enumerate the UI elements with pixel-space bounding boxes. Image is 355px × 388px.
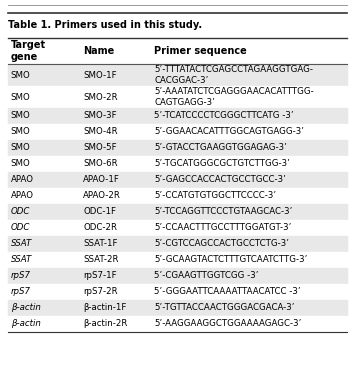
Text: 5’-GGGAATTCAAAATTAACATCC -3’: 5’-GGGAATTCAAAATTAACATCC -3’ [154,288,301,296]
Text: 5’-CCATGTGTGGCTTCCCC-3’: 5’-CCATGTGTGGCTTCCCC-3’ [154,192,277,201]
Text: 5’-GCAAGTACTCTTTGTCAATCTTG-3’: 5’-GCAAGTACTCTTTGTCAATCTTG-3’ [154,256,308,265]
Bar [8,86,347,108]
Bar [8,236,347,252]
Text: SMO: SMO [11,128,31,137]
Text: 5’-TGTTACCAACTGGGACGACA-3’: 5’-TGTTACCAACTGGGACGACA-3’ [154,303,295,312]
Bar [8,140,347,156]
Bar [8,124,347,140]
Bar [8,300,347,316]
Bar [8,172,347,188]
Text: ODC-1F: ODC-1F [83,208,116,217]
Text: SMO-1F: SMO-1F [83,71,117,80]
Text: SMO-6R: SMO-6R [83,159,118,168]
Text: APAO: APAO [11,175,34,185]
Text: APAO-1F: APAO-1F [83,175,120,185]
Text: 5’-CGTCCAGCCACTGCCTCTG-3’: 5’-CGTCCAGCCACTGCCTCTG-3’ [154,239,289,248]
Bar [8,316,347,332]
Text: SSAT: SSAT [11,256,32,265]
Text: rpS7: rpS7 [11,272,31,281]
Text: SMO-3F: SMO-3F [83,111,117,121]
Text: SMO: SMO [11,71,31,80]
Text: APAO-2R: APAO-2R [83,192,121,201]
Text: SSAT-2R: SSAT-2R [83,256,119,265]
Bar [8,64,347,86]
Text: 5’-TCATCCCCTCGGGCTTCATG -3’: 5’-TCATCCCCTCGGGCTTCATG -3’ [154,111,294,121]
Text: rpS7-1F: rpS7-1F [83,272,117,281]
Text: CACGGAC-3’: CACGGAC-3’ [154,76,209,85]
Text: 5’-GTACCTGAAGGTGGAGAG-3’: 5’-GTACCTGAAGGTGGAGAG-3’ [154,144,287,152]
Text: rpS7: rpS7 [11,288,31,296]
Text: ODC: ODC [11,223,30,232]
Text: SMO: SMO [11,159,31,168]
Text: β-actin-2R: β-actin-2R [83,319,128,329]
Text: 5’-GGAACACATTTGGCAGTGAGG-3’: 5’-GGAACACATTTGGCAGTGAGG-3’ [154,128,305,137]
Text: ODC: ODC [11,208,30,217]
Text: SMO: SMO [11,144,31,152]
Text: Target
gene: Target gene [11,40,46,62]
Bar [8,156,347,172]
Text: Primer sequence: Primer sequence [154,46,247,56]
Text: 5’-TTTATACTCGAGCCTAGAAGGTGAG-: 5’-TTTATACTCGAGCCTAGAAGGTGAG- [154,64,313,74]
Text: 5’-GAGCCACCACTGCCTGCC-3’: 5’-GAGCCACCACTGCCTGCC-3’ [154,175,286,185]
Text: SMO-5F: SMO-5F [83,144,117,152]
Text: APAO: APAO [11,192,34,201]
Bar [8,188,347,204]
Text: Name: Name [83,46,115,56]
Text: CAGTGAGG-3’: CAGTGAGG-3’ [154,99,215,107]
Text: 5’-AAATATCTCGAGGGAACACATTTGG-: 5’-AAATATCTCGAGGGAACACATTTGG- [154,87,314,95]
Bar [8,284,347,300]
Text: Table 1. Primers used in this study.: Table 1. Primers used in this study. [8,20,202,30]
Text: SSAT: SSAT [11,239,32,248]
Bar [8,268,347,284]
Text: 5’-CCAACTTTGCCTTTGGATGT-3’: 5’-CCAACTTTGCCTTTGGATGT-3’ [154,223,292,232]
Bar [8,108,347,124]
Text: rpS7-2R: rpS7-2R [83,288,118,296]
Text: 5’-CGAAGTTGGTCGG -3’: 5’-CGAAGTTGGTCGG -3’ [154,272,259,281]
Bar [8,204,347,220]
Text: β-actin: β-actin [11,303,40,312]
Text: ODC-2R: ODC-2R [83,223,118,232]
Text: SMO: SMO [11,111,31,121]
Text: SMO-2R: SMO-2R [83,92,118,102]
Bar [8,252,347,268]
Text: 5’-TGCATGGGCGCTGTCTTGG-3’: 5’-TGCATGGGCGCTGTCTTGG-3’ [154,159,290,168]
Text: β-actin: β-actin [11,319,40,329]
Text: 5’-AAGGAAGGCTGGAAAAGAGC-3’: 5’-AAGGAAGGCTGGAAAAGAGC-3’ [154,319,302,329]
Text: SMO-4R: SMO-4R [83,128,118,137]
Text: SMO: SMO [11,92,31,102]
Text: 5’-TCCAGGTTCCCTGTAAGCAC-3’: 5’-TCCAGGTTCCCTGTAAGCAC-3’ [154,208,293,217]
Bar [8,220,347,236]
Text: SSAT-1F: SSAT-1F [83,239,118,248]
Text: β-actin-1F: β-actin-1F [83,303,127,312]
